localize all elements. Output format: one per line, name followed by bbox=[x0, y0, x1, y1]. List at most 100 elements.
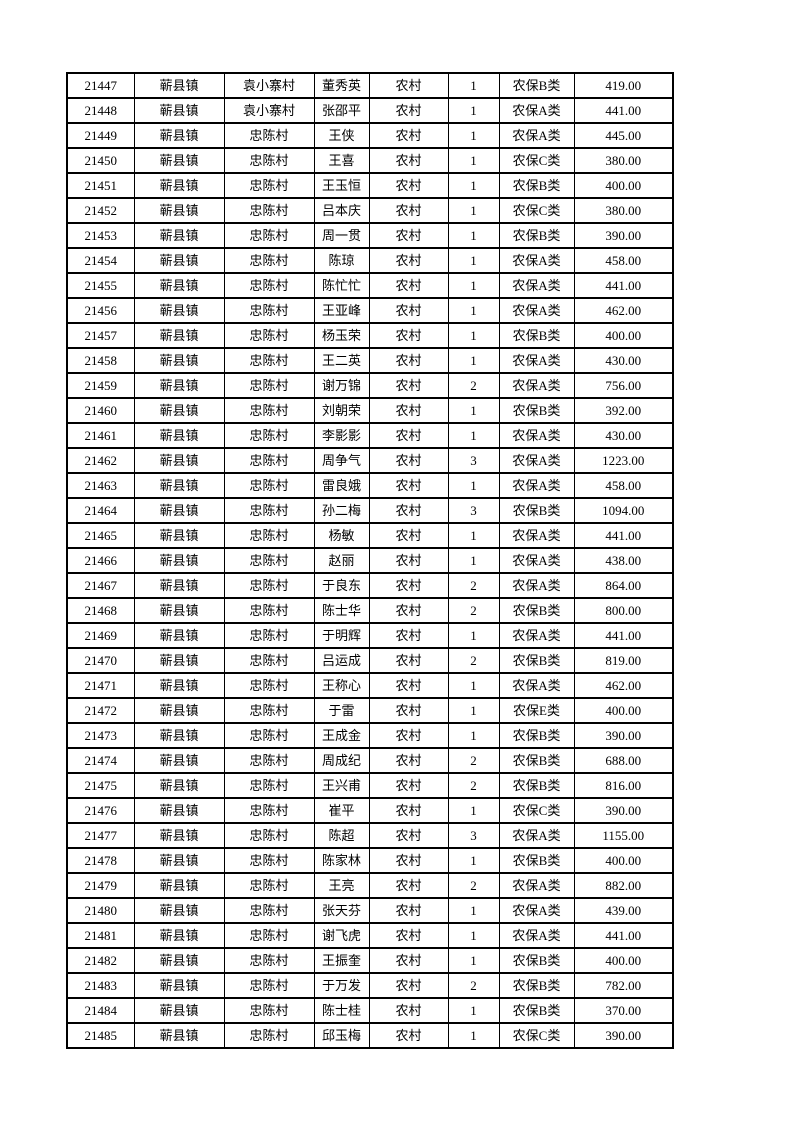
cell-town: 蕲县镇 bbox=[133, 772, 225, 799]
cell-insurance-class: 农保B类 bbox=[498, 397, 575, 424]
cell-amount: 400.00 bbox=[573, 847, 674, 874]
cell-person-name: 于万发 bbox=[313, 972, 370, 999]
cell-village: 忠陈村 bbox=[223, 172, 315, 199]
cell-amount: 441.00 bbox=[573, 522, 674, 549]
table-row: 21454 蕲县镇 忠陈村 陈琼 农村 1 农保A类 458.00 bbox=[66, 247, 674, 274]
table-row: 21482 蕲县镇 忠陈村 王振奎 农村 1 农保B类 400.00 bbox=[66, 947, 674, 974]
cell-insurance-class: 农保B类 bbox=[498, 222, 575, 249]
table-row: 21459 蕲县镇 忠陈村 谢万锦 农村 2 农保A类 756.00 bbox=[66, 372, 674, 399]
cell-residence-type: 农村 bbox=[368, 747, 449, 774]
cell-record-id: 21470 bbox=[66, 647, 135, 674]
cell-insurance-class: 农保B类 bbox=[498, 947, 575, 974]
table-row: 21462 蕲县镇 忠陈村 周争气 农村 3 农保A类 1223.00 bbox=[66, 447, 674, 474]
cell-person-name: 孙二梅 bbox=[313, 497, 370, 524]
cell-town: 蕲县镇 bbox=[133, 647, 225, 674]
cell-person-name: 王称心 bbox=[313, 672, 370, 699]
cell-village: 忠陈村 bbox=[223, 822, 315, 849]
cell-town: 蕲县镇 bbox=[133, 897, 225, 924]
cell-insurance-class: 农保A类 bbox=[498, 272, 575, 299]
cell-residence-type: 农村 bbox=[368, 972, 449, 999]
cell-residence-type: 农村 bbox=[368, 997, 449, 1024]
table-row: 21473 蕲县镇 忠陈村 王成金 农村 1 农保B类 390.00 bbox=[66, 722, 674, 749]
cell-insurance-class: 农保C类 bbox=[498, 197, 575, 224]
cell-amount: 400.00 bbox=[573, 697, 674, 724]
cell-insurance-class: 农保A类 bbox=[498, 572, 575, 599]
cell-person-count: 1 bbox=[447, 222, 500, 249]
cell-insurance-class: 农保A类 bbox=[498, 822, 575, 849]
cell-insurance-class: 农保B类 bbox=[498, 647, 575, 674]
cell-town: 蕲县镇 bbox=[133, 872, 225, 899]
cell-residence-type: 农村 bbox=[368, 347, 449, 374]
table-row: 21479 蕲县镇 忠陈村 王亮 农村 2 农保A类 882.00 bbox=[66, 872, 674, 899]
cell-residence-type: 农村 bbox=[368, 272, 449, 299]
cell-town: 蕲县镇 bbox=[133, 922, 225, 949]
table-row: 21461 蕲县镇 忠陈村 李影影 农村 1 农保A类 430.00 bbox=[66, 422, 674, 449]
cell-residence-type: 农村 bbox=[368, 947, 449, 974]
table-row: 21449 蕲县镇 忠陈村 王侠 农村 1 农保A类 445.00 bbox=[66, 122, 674, 149]
cell-village: 忠陈村 bbox=[223, 122, 315, 149]
table-row: 21457 蕲县镇 忠陈村 杨玉荣 农村 1 农保B类 400.00 bbox=[66, 322, 674, 349]
cell-person-name: 周争气 bbox=[313, 447, 370, 474]
cell-residence-type: 农村 bbox=[368, 197, 449, 224]
cell-village: 忠陈村 bbox=[223, 672, 315, 699]
cell-town: 蕲县镇 bbox=[133, 247, 225, 274]
cell-residence-type: 农村 bbox=[368, 122, 449, 149]
cell-residence-type: 农村 bbox=[368, 497, 449, 524]
cell-amount: 380.00 bbox=[573, 197, 674, 224]
cell-record-id: 21469 bbox=[66, 622, 135, 649]
records-table: 21447 蕲县镇 袁小寨村 董秀英 农村 1 农保B类 419.00 21448 蕲县镇 袁小寨村… bbox=[66, 72, 674, 1049]
cell-person-name: 陈士华 bbox=[313, 597, 370, 624]
table-row: 21455 蕲县镇 忠陈村 陈忙忙 农村 1 农保A类 441.00 bbox=[66, 272, 674, 299]
cell-amount: 400.00 bbox=[573, 172, 674, 199]
cell-residence-type: 农村 bbox=[368, 897, 449, 924]
cell-record-id: 21480 bbox=[66, 897, 135, 924]
cell-village: 忠陈村 bbox=[223, 522, 315, 549]
cell-village: 忠陈村 bbox=[223, 747, 315, 774]
cell-insurance-class: 农保A类 bbox=[498, 247, 575, 274]
cell-person-name: 于雷 bbox=[313, 697, 370, 724]
cell-amount: 380.00 bbox=[573, 147, 674, 174]
cell-residence-type: 农村 bbox=[368, 397, 449, 424]
cell-person-name: 董秀英 bbox=[313, 72, 370, 99]
cell-amount: 816.00 bbox=[573, 772, 674, 799]
cell-village: 忠陈村 bbox=[223, 322, 315, 349]
cell-record-id: 21460 bbox=[66, 397, 135, 424]
cell-village: 忠陈村 bbox=[223, 147, 315, 174]
cell-amount: 882.00 bbox=[573, 872, 674, 899]
cell-person-name: 谢万锦 bbox=[313, 372, 370, 399]
cell-person-count: 1 bbox=[447, 397, 500, 424]
cell-town: 蕲县镇 bbox=[133, 747, 225, 774]
cell-person-count: 2 bbox=[447, 647, 500, 674]
table-row: 21451 蕲县镇 忠陈村 王玉恒 农村 1 农保B类 400.00 bbox=[66, 172, 674, 199]
table-row: 21467 蕲县镇 忠陈村 于良东 农村 2 农保A类 864.00 bbox=[66, 572, 674, 599]
cell-person-name: 王二英 bbox=[313, 347, 370, 374]
cell-amount: 400.00 bbox=[573, 322, 674, 349]
cell-person-count: 1 bbox=[447, 522, 500, 549]
table-row: 21483 蕲县镇 忠陈村 于万发 农村 2 农保B类 782.00 bbox=[66, 972, 674, 999]
cell-residence-type: 农村 bbox=[368, 247, 449, 274]
table-row: 21469 蕲县镇 忠陈村 于明辉 农村 1 农保A类 441.00 bbox=[66, 622, 674, 649]
cell-amount: 390.00 bbox=[573, 222, 674, 249]
cell-amount: 1094.00 bbox=[573, 497, 674, 524]
cell-amount: 370.00 bbox=[573, 997, 674, 1024]
cell-person-name: 陈忙忙 bbox=[313, 272, 370, 299]
cell-insurance-class: 农保A类 bbox=[498, 97, 575, 124]
cell-amount: 458.00 bbox=[573, 247, 674, 274]
cell-insurance-class: 农保A类 bbox=[498, 122, 575, 149]
cell-amount: 800.00 bbox=[573, 597, 674, 624]
cell-amount: 441.00 bbox=[573, 622, 674, 649]
cell-town: 蕲县镇 bbox=[133, 322, 225, 349]
cell-person-name: 王玉恒 bbox=[313, 172, 370, 199]
cell-residence-type: 农村 bbox=[368, 97, 449, 124]
cell-residence-type: 农村 bbox=[368, 872, 449, 899]
cell-village: 忠陈村 bbox=[223, 997, 315, 1024]
records-tbody: 21447 蕲县镇 袁小寨村 董秀英 农村 1 农保B类 419.00 21448 蕲县镇 袁小寨村… bbox=[66, 72, 674, 1049]
cell-village: 忠陈村 bbox=[223, 872, 315, 899]
cell-person-name: 刘朝荣 bbox=[313, 397, 370, 424]
cell-village: 忠陈村 bbox=[223, 1022, 315, 1049]
cell-person-count: 1 bbox=[447, 297, 500, 324]
cell-insurance-class: 农保B类 bbox=[498, 847, 575, 874]
cell-town: 蕲县镇 bbox=[133, 122, 225, 149]
cell-insurance-class: 农保A类 bbox=[498, 547, 575, 574]
cell-insurance-class: 农保A类 bbox=[498, 672, 575, 699]
